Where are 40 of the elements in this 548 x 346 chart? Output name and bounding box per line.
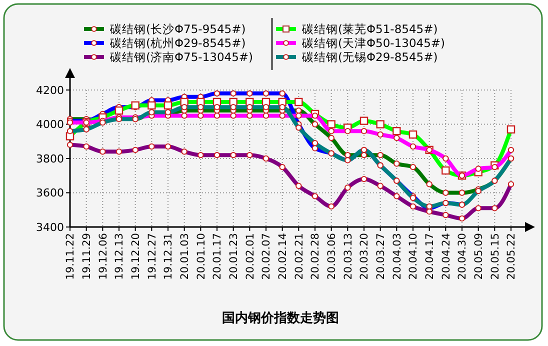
- x-tick-label: 20.05.09: [473, 233, 486, 280]
- x-tick-label: 20.02.07: [260, 233, 273, 280]
- x-tick-label: 19.11.22: [64, 233, 77, 280]
- legend-label: 碳结钢(济南Φ75-13045#): [109, 50, 254, 64]
- x-tick-label: 20.05.15: [489, 233, 502, 280]
- x-tick-label: 20.05.22: [506, 233, 518, 280]
- legend-label: 碳结钢(长沙Φ75-9545#): [109, 22, 246, 36]
- y-tick-label: 4200: [36, 84, 64, 97]
- legend-label: 碳结钢(杭州Φ29-8545#): [109, 36, 246, 50]
- x-tick-label: 20.02.14: [277, 232, 290, 280]
- x-tick-label: 20.03.27: [375, 233, 388, 280]
- legend-label: 碳结钢(无锡Φ29-8545#): [301, 50, 438, 64]
- text: 国内钢价指数走势图: [222, 310, 339, 326]
- y-tick-label: 3800: [36, 152, 64, 166]
- x-tick-label: 19.12.20: [130, 233, 142, 280]
- legend-label: 碳结钢(莱芜Φ51-8545#): [301, 22, 438, 36]
- y-tick-label: 4000: [36, 118, 64, 132]
- x-tick-label: 20.03.13: [342, 233, 354, 280]
- x-tick-label: 20.03.06: [326, 232, 338, 280]
- x-tick-label: 20.04.30: [456, 233, 469, 280]
- x-tick-label: 19.12.27: [146, 233, 158, 280]
- y-tick-label: 3400: [36, 220, 64, 234]
- y-tick-label: 3600: [36, 186, 64, 200]
- legend-label: 碳结钢(天津Φ50-13045#): [301, 36, 446, 50]
- x-tick-label: 20.02.21: [293, 233, 306, 280]
- x-tick-label: 20.01.10: [195, 233, 208, 280]
- x-tick-label: 19.12.06: [97, 232, 110, 280]
- x-tick-label: 20.01.17: [212, 233, 224, 280]
- x-tick-label: 19.11.29: [81, 233, 94, 280]
- x-tick-label: 19.12.31: [162, 233, 175, 280]
- x-tick-label: 20.04.24: [440, 232, 452, 280]
- x-tick-label: 20.02.01: [244, 233, 256, 280]
- x-tick-label: 20.04.10: [408, 233, 420, 280]
- x-tick-label: 20.04.17: [424, 233, 436, 280]
- x-tick-label: 20.04.03: [391, 233, 404, 280]
- x-tick-label: 20.03.20: [358, 233, 371, 280]
- x-tick-label: 20.01.03: [179, 233, 192, 280]
- x-tick-label: 20.02.28: [310, 233, 322, 280]
- x-tick-label: 19.12.13: [114, 233, 126, 280]
- x-tick-label: 20.01.23: [228, 233, 240, 280]
